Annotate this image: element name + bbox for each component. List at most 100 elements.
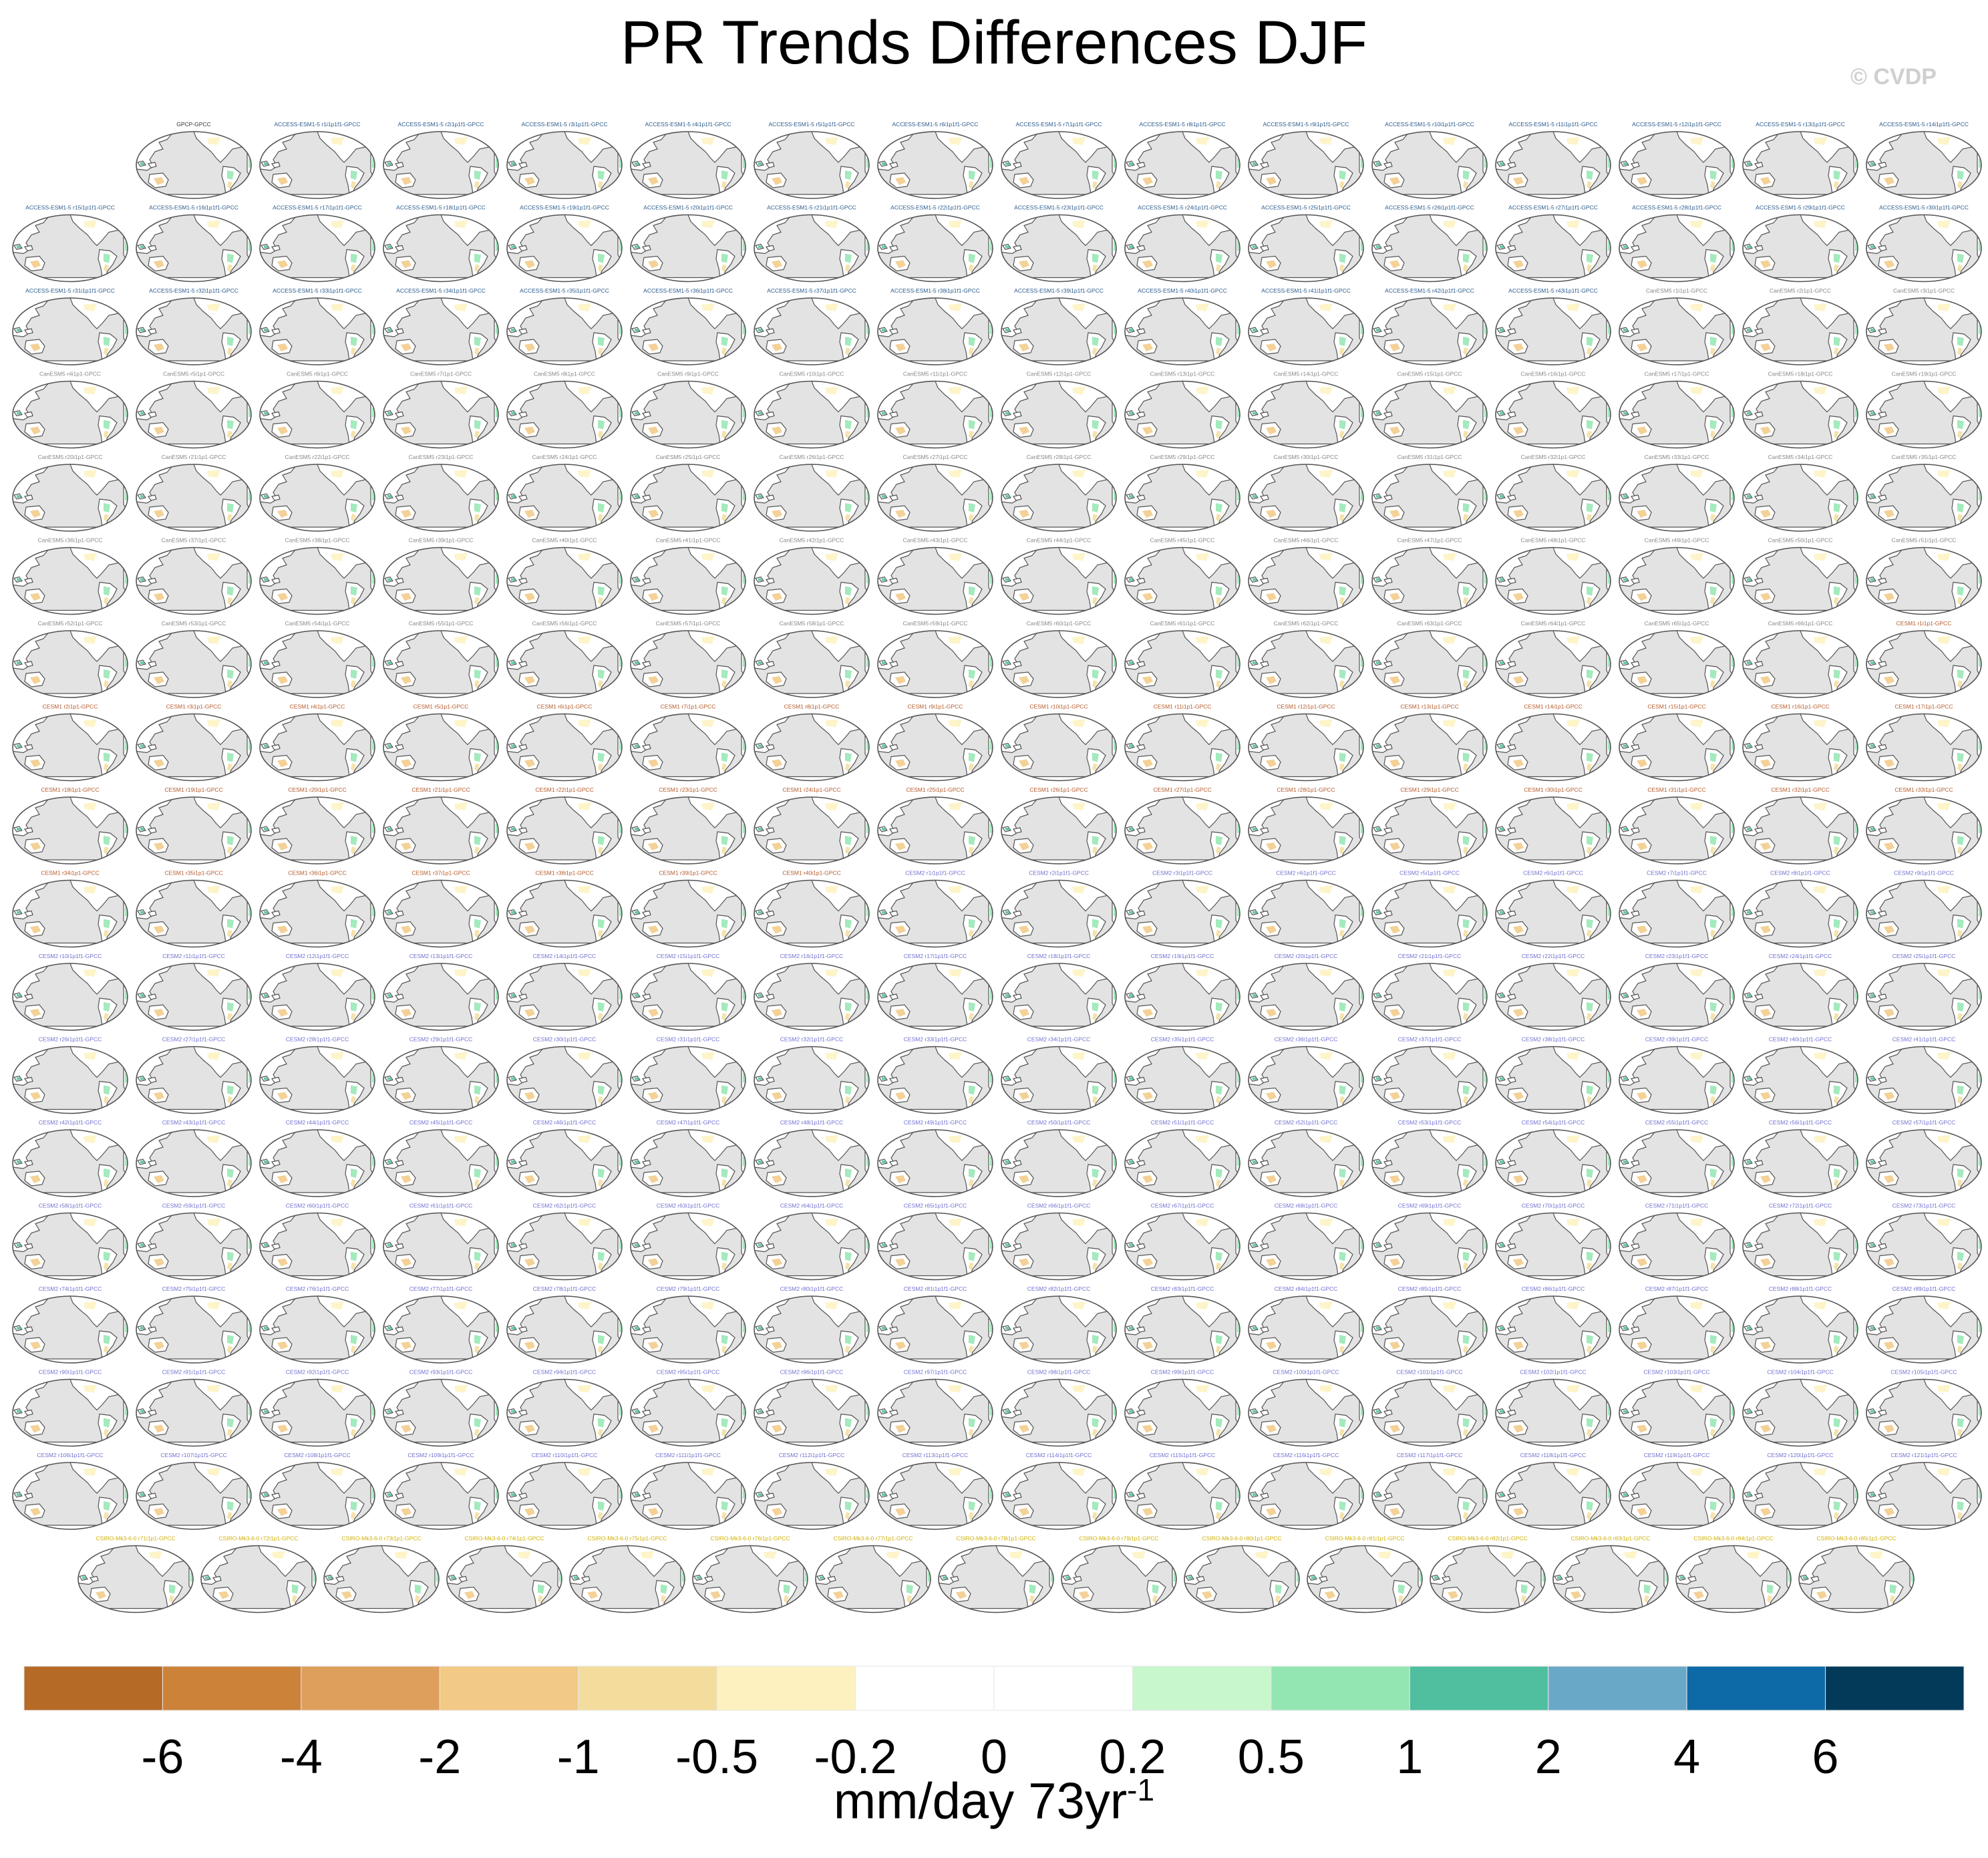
colorbar-label-exponent: -1: [1127, 1772, 1155, 1807]
map-panel: CanESM5 r5i1p1-GPCC: [136, 371, 251, 448]
map-panel: CESM2 r55i1p1f1-GPCC: [1619, 1119, 1734, 1197]
colorbar-box: [1825, 1666, 1965, 1711]
panel-title: ACCESS-ESM1-5 r36i1p1f1-GPCC: [643, 287, 733, 294]
map-panel: CESM1 r32i1p1-GPCC: [1743, 786, 1858, 864]
map-panel: CESM2 r58i1p1f1-GPCC: [13, 1203, 128, 1280]
map-panel: CESM2 r66i1p1f1-GPCC: [1001, 1203, 1116, 1280]
colorbar-tick-label: 0.5: [1238, 1730, 1305, 1784]
panel-title: CanESM5 r29i1p1-GPCC: [1150, 454, 1215, 460]
map-panel: CESM2 r51i1p1f1-GPCC: [1125, 1119, 1240, 1197]
map-panel: CanESM5 r15i1p1-GPCC: [1372, 371, 1487, 448]
map-panel: CESM2 r70i1p1f1-GPCC: [1496, 1203, 1611, 1280]
map-panel: CESM1 r16i1p1-GPCC: [1743, 704, 1858, 781]
map-panel: CESM2 r57i1p1f1-GPCC: [1866, 1119, 1981, 1197]
panel-title: CanESM5 r20i1p1-GPCC: [38, 454, 103, 460]
panel-title: CESM2 r48i1p1f1-GPCC: [780, 1119, 843, 1126]
panel-title: CESM1 r23i1p1-GPCC: [659, 786, 717, 793]
map-panel: ACCESS-ESM1-5 r12i1p1f1-GPCC: [1619, 121, 1734, 198]
map-panel: CESM2 r89i1p1f1-GPCC: [1866, 1285, 1981, 1363]
map-panel: CESM2 r69i1p1f1-GPCC: [1372, 1203, 1487, 1280]
map-panel: ACCESS-ESM1-5 r38i1p1f1-GPCC: [878, 287, 993, 365]
panel-title: CESM2 r63i1p1f1-GPCC: [657, 1203, 719, 1209]
map-panel: CESM2 r121i1p1f1-GPCC: [1866, 1452, 1981, 1529]
map-panel: CESM1 r22i1p1-GPCC: [507, 786, 622, 864]
panel-title: CESM1 r17i1p1-GPCC: [1894, 704, 1953, 710]
map-panel: CanESM5 r64i1p1-GPCC: [1496, 620, 1611, 698]
panel-title: CESM1 r2i1p1-GPCC: [43, 704, 98, 710]
map-panel: ACCESS-ESM1-5 r41i1p1f1-GPCC: [1249, 287, 1363, 365]
map-panel: CESM2 r44i1p1f1-GPCC: [260, 1119, 375, 1197]
panel-title: CSIRO-Mk3-6-0 r75i1p1-GPCC: [587, 1535, 667, 1542]
panel-title: CESM1 r13i1p1-GPCC: [1400, 704, 1458, 710]
panel-title: CESM1 r1i1p1-GPCC: [1896, 620, 1952, 627]
map-panel: CSIRO-Mk3-6-0 r78i1p1-GPCC: [939, 1535, 1053, 1613]
panel-title: CESM2 r82i1p1f1-GPCC: [1027, 1285, 1090, 1292]
panel-title: CESM2 r117i1p1f1-GPCC: [1397, 1452, 1463, 1458]
panel-title: CESM2 r56i1p1f1-GPCC: [1769, 1119, 1832, 1126]
map-panel: CESM1 r30i1p1-GPCC: [1496, 786, 1611, 864]
panel-title: CanESM5 r6i1p1-GPCC: [287, 371, 348, 377]
panel-title: CESM2 r16i1p1f1-GPCC: [780, 953, 843, 959]
map-panel: ACCESS-ESM1-5 r16i1p1f1-GPCC: [136, 204, 251, 282]
map-panel: CanESM5 r6i1p1-GPCC: [260, 371, 375, 448]
panel-title: CESM2 r65i1p1f1-GPCC: [904, 1203, 967, 1209]
panel-title: CESM2 r108i1p1f1-GPCC: [284, 1452, 350, 1458]
panel-title: CESM2 r5i1p1f1-GPCC: [1399, 870, 1460, 877]
panel-title: CESM1 r8i1p1-GPCC: [784, 704, 840, 710]
panel-title: CESM2 r87i1p1f1-GPCC: [1645, 1285, 1708, 1292]
map-panel: ACCESS-ESM1-5 r13i1p1f1-GPCC: [1743, 121, 1858, 198]
panel-title: ACCESS-ESM1-5 r6i1p1f1-GPCC: [892, 121, 979, 128]
panel-title: CESM2 r102i1p1f1-GPCC: [1520, 1369, 1586, 1376]
map-panel: CanESM5 r20i1p1-GPCC: [13, 454, 128, 531]
map-panel: CESM1 r25i1p1-GPCC: [878, 786, 993, 864]
panel-title: CanESM5 r17i1p1-GPCC: [1645, 371, 1709, 377]
panel-title: CESM2 r24i1p1f1-GPCC: [1769, 953, 1832, 959]
map-panel: CanESM5 r38i1p1-GPCC: [260, 537, 375, 615]
panel-title: CESM1 r37i1p1-GPCC: [411, 870, 470, 877]
map-panel: CESM2 r78i1p1f1-GPCC: [507, 1285, 622, 1363]
map-panel: CanESM5 r59i1p1-GPCC: [878, 620, 993, 698]
map-panel: CanESM5 r16i1p1-GPCC: [1496, 371, 1611, 448]
map-panel: CESM2 r103i1p1f1-GPCC: [1619, 1369, 1734, 1446]
map-panel: CanESM5 r50i1p1-GPCC: [1743, 537, 1858, 615]
panel-title: CanESM5 r48i1p1-GPCC: [1521, 537, 1586, 544]
colorbar-tick-label: -0.2: [814, 1730, 897, 1784]
colorbar-box: [716, 1666, 856, 1711]
panel-title: CSIRO-Mk3-6-0 r80i1p1-GPCC: [1202, 1535, 1281, 1542]
map-panel: CanESM5 r46i1p1-GPCC: [1249, 537, 1363, 615]
panel-title: CanESM5 r5i1p1-GPCC: [163, 371, 224, 377]
map-panel: CanESM5 r11i1p1-GPCC: [878, 371, 993, 448]
panel-title: CESM2 r4i1p1f1-GPCC: [1276, 870, 1336, 877]
panel-title: CanESM5 r9i1p1-GPCC: [657, 371, 719, 377]
panel-title: CanESM5 r42i1p1-GPCC: [780, 537, 844, 544]
panel-title: CESM2 r13i1p1f1-GPCC: [409, 953, 472, 959]
panel-title: CESM2 r35i1p1f1-GPCC: [1151, 1036, 1214, 1043]
map-panel: CanESM5 r34i1p1-GPCC: [1743, 454, 1858, 531]
map-panel: ACCESS-ESM1-5 r7i1p1f1-GPCC: [1001, 121, 1116, 198]
map-panel: CESM2 r40i1p1f1-GPCC: [1743, 1036, 1858, 1114]
panel-title: CanESM5 r46i1p1-GPCC: [1274, 537, 1339, 544]
map-panel: CanESM5 r60i1p1-GPCC: [1001, 620, 1116, 698]
panel-title: CESM2 r68i1p1f1-GPCC: [1275, 1203, 1337, 1209]
map-panel: ACCESS-ESM1-5 r9i1p1f1-GPCC: [1249, 121, 1363, 198]
panel-title: CanESM5 r47i1p1-GPCC: [1397, 537, 1462, 544]
panel-title: CESM2 r96i1p1f1-GPCC: [780, 1369, 843, 1376]
panel-title: ACCESS-ESM1-5 r11i1p1f1-GPCC: [1508, 121, 1597, 128]
panel-title: ACCESS-ESM1-5 r13i1p1f1-GPCC: [1756, 121, 1845, 128]
panel-title: CESM2 r30i1p1f1-GPCC: [533, 1036, 596, 1043]
panel-title: CESM2 r58i1p1f1-GPCC: [39, 1203, 102, 1209]
map-panel: CESM2 r71i1p1f1-GPCC: [1619, 1203, 1734, 1280]
map-panel: CESM2 r114i1p1f1-GPCC: [1001, 1452, 1116, 1529]
map-panel: CESM1 r27i1p1-GPCC: [1125, 786, 1240, 864]
map-panel: ACCESS-ESM1-5 r15i1p1f1-GPCC: [13, 204, 128, 282]
panel-title: CESM2 r69i1p1f1-GPCC: [1398, 1203, 1461, 1209]
panel-title: CanESM5 r19i1p1-GPCC: [1892, 371, 1957, 377]
panel-title: CanESM5 r37i1p1-GPCC: [162, 537, 226, 544]
panel-title: CESM2 r22i1p1f1-GPCC: [1522, 953, 1585, 959]
map-panel: CESM1 r7i1p1-GPCC: [631, 704, 746, 781]
panel-title: CSIRO-Mk3-6-0 r74i1p1-GPCC: [464, 1535, 544, 1542]
map-panel: CESM1 r37i1p1-GPCC: [383, 870, 498, 947]
panel-title: CanESM5 r2i1p1-GPCC: [1770, 287, 1831, 294]
panel-title: CESM2 r67i1p1f1-GPCC: [1151, 1203, 1214, 1209]
